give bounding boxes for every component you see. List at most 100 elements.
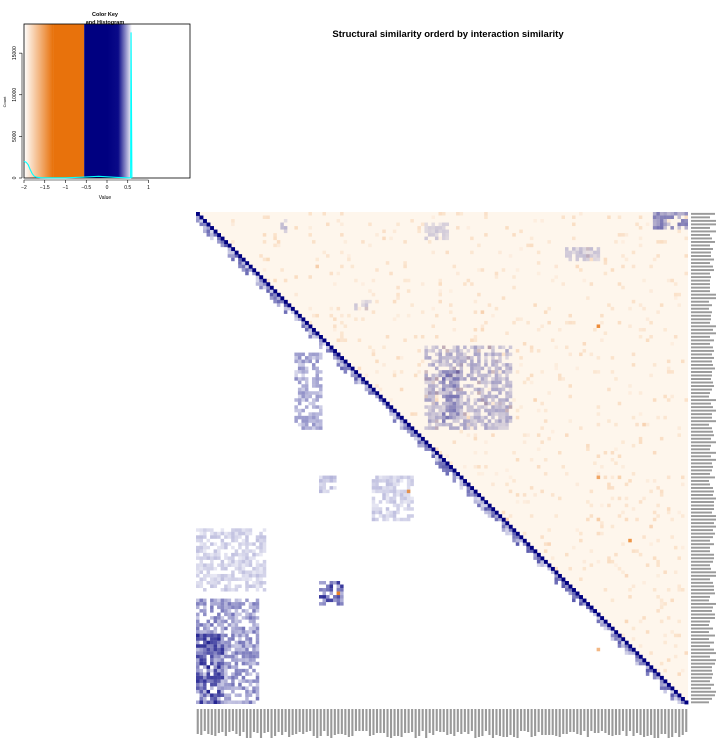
heatmap-cell — [262, 282, 267, 286]
heatmap-cell — [217, 679, 221, 683]
heatmap-cell — [536, 349, 541, 353]
heatmap-cell — [519, 229, 523, 234]
row-label-mark — [691, 522, 714, 525]
heatmap-cell — [354, 306, 358, 311]
heatmap-cell — [596, 619, 601, 624]
heatmap-cell — [396, 489, 400, 494]
heatmap-cell — [217, 675, 221, 680]
heatmap-cell — [248, 577, 253, 581]
heatmap-cell — [199, 672, 204, 676]
heatmap-cell — [304, 391, 309, 395]
heatmap-cell — [631, 507, 636, 511]
heatmap-cell — [382, 486, 386, 490]
heatmap-cell — [210, 609, 214, 613]
column-label-mark — [639, 709, 642, 735]
column-label-mark — [597, 709, 600, 733]
heatmap-cell — [217, 598, 221, 603]
heatmap-cell — [536, 271, 541, 276]
heatmap-cell — [638, 391, 643, 395]
heatmap-cell — [319, 384, 323, 388]
heatmap-cell — [659, 686, 664, 690]
heatmap-cell — [364, 387, 369, 392]
heatmap-cell — [505, 422, 509, 427]
heatmap-cell — [234, 528, 239, 532]
heatmap-cell — [473, 408, 478, 413]
heatmap-cell — [234, 693, 239, 697]
heatmap-cell — [456, 352, 460, 357]
heatmap-cell — [301, 384, 305, 388]
heatmap-cell — [438, 405, 442, 409]
heatmap-cell — [561, 584, 565, 589]
row-label-mark — [691, 399, 716, 402]
heatmap-cell — [424, 377, 428, 381]
heatmap-cell — [238, 563, 242, 567]
column-label-mark — [611, 709, 614, 736]
heatmap-cell — [508, 475, 513, 480]
heatmap-cell — [241, 566, 246, 571]
column-label-mark — [397, 709, 400, 736]
column-label-mark — [389, 709, 393, 738]
heatmap-cell — [505, 356, 509, 360]
heatmap-cell — [241, 559, 246, 564]
heatmap-diagonal-cell — [512, 528, 517, 533]
heatmap-cell — [424, 352, 428, 357]
heatmap-cell — [199, 700, 204, 704]
heatmap-cell — [677, 556, 681, 560]
heatmap-cell — [614, 461, 618, 466]
heatmap-cell — [262, 528, 267, 532]
row-label-mark — [691, 624, 709, 626]
row-label-mark — [691, 427, 712, 430]
heatmap-cell — [431, 345, 435, 350]
heatmap-cell — [385, 500, 390, 504]
heatmap-cell — [579, 212, 583, 216]
row-label-mark — [691, 588, 714, 591]
heatmap-cell — [224, 577, 228, 581]
heatmap-cell — [199, 633, 204, 638]
heatmap-cell — [224, 696, 228, 701]
heatmap-cell — [273, 243, 277, 248]
heatmap-cell — [452, 419, 457, 423]
heatmap-cell — [466, 398, 471, 402]
heatmap-cell — [255, 609, 260, 613]
heatmap-cell — [227, 588, 232, 592]
heatmap-cell — [466, 405, 471, 409]
heatmap-cell — [508, 345, 513, 350]
heatmap-cell — [315, 377, 319, 381]
heatmap-cell — [656, 212, 660, 216]
heatmap-cell — [572, 320, 576, 325]
column-label-mark — [266, 709, 270, 732]
heatmap-cell — [459, 352, 464, 357]
heatmap-diagonal-cell — [308, 324, 313, 329]
heatmap-cell — [656, 595, 660, 599]
heatmap-cell — [220, 661, 225, 666]
heatmap-cell — [255, 275, 260, 279]
heatmap-cell — [210, 528, 214, 532]
heatmap-cell — [666, 219, 671, 223]
heatmap-cell — [617, 475, 622, 480]
heatmap-diagonal-cell — [522, 538, 527, 543]
heatmap-diagonal-cell — [484, 500, 489, 505]
heatmap-cell — [252, 700, 256, 704]
heatmap-cell — [213, 644, 218, 648]
heatmap-cell — [456, 415, 460, 420]
heatmap-cell — [631, 443, 636, 448]
heatmap-cell — [399, 503, 404, 508]
heatmap-cell — [656, 563, 660, 567]
heatmap-cell — [515, 538, 520, 543]
heatmap-diagonal-cell — [259, 275, 264, 280]
heatmap-cell — [526, 320, 530, 325]
heatmap-cell — [196, 700, 200, 704]
heatmap-cell — [427, 415, 432, 420]
heatmap-cell — [399, 426, 404, 430]
heatmap-cell — [319, 412, 323, 416]
row-label-mark — [691, 560, 713, 563]
heatmap-hotspot — [336, 591, 341, 596]
heatmap-cell — [480, 391, 485, 395]
heatmap-cell — [231, 257, 235, 262]
heatmap-cell — [582, 602, 587, 606]
heatmap-cell — [438, 222, 442, 227]
heatmap-cell — [477, 349, 481, 353]
column-label-mark — [576, 709, 579, 734]
heatmap-cell — [515, 370, 520, 374]
heatmap-cell — [297, 356, 302, 360]
